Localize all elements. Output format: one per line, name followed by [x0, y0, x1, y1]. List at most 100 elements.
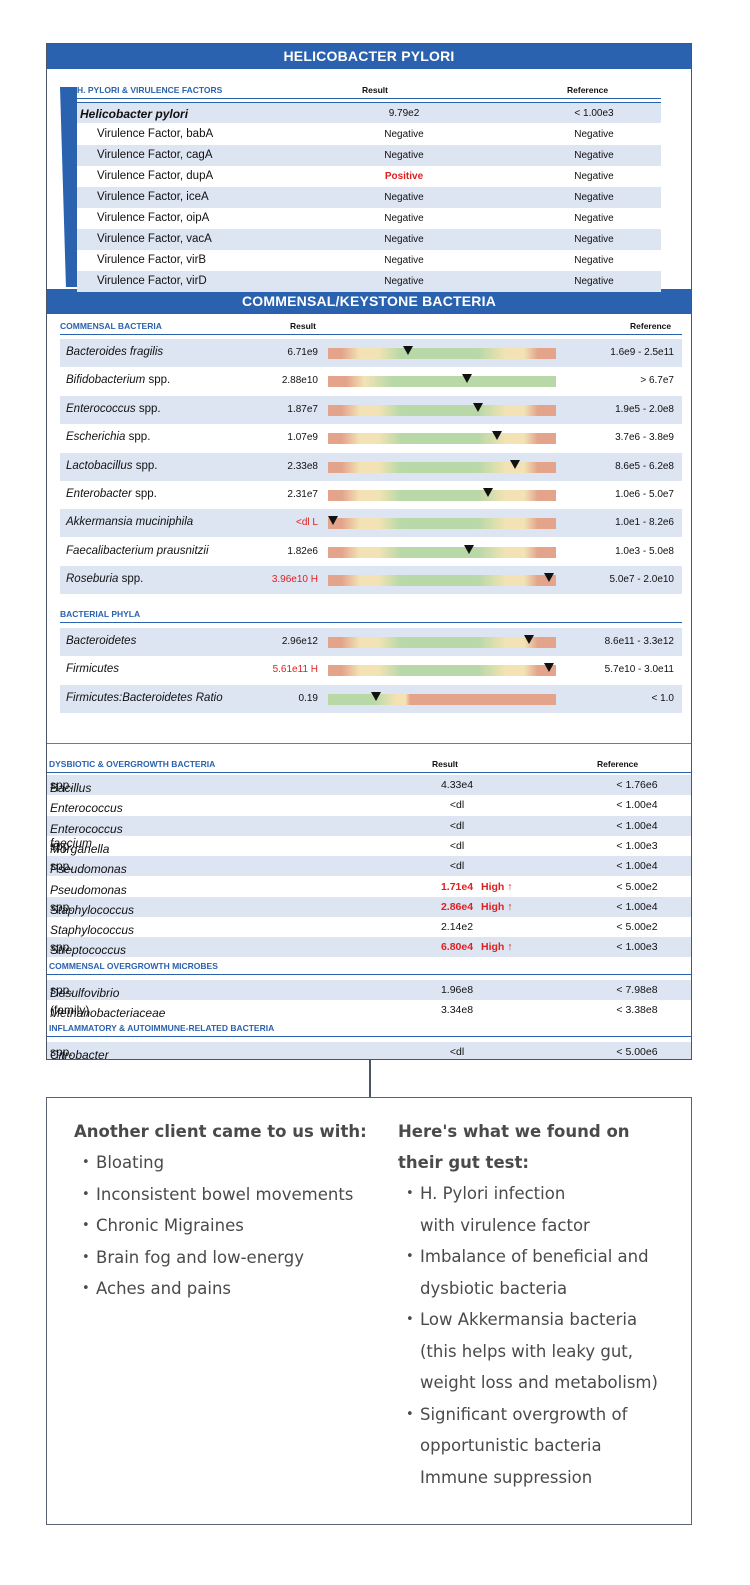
- bacteria-suffix: spp.: [135, 488, 157, 500]
- range-gauge: [328, 691, 556, 705]
- bacteria-genus: Bacillus: [50, 781, 92, 795]
- hp-section-label: H. PYLORI & VIRULENCE FACTORS: [77, 85, 223, 95]
- finding-item: H. Pylori infection with virulence factor: [398, 1178, 688, 1241]
- symptom-item: Inconsistent bowel movements: [74, 1179, 374, 1211]
- bacteria-suffix: spp.: [50, 859, 73, 874]
- bacteria-suffix: (family): [50, 1003, 90, 1017]
- commensal-section: COMMENSAL BACTERIA Result Reference BACT…: [47, 314, 691, 744]
- gauge-marker: [523, 635, 534, 644]
- bacteria-genus: Enterococcus faecium: [50, 821, 123, 850]
- bacteria-name: Bacteroidetes: [66, 635, 136, 647]
- bacteria-reference: < 5.00e2: [616, 921, 658, 934]
- gauge-marker: [544, 663, 555, 673]
- bacteria-row: Staphylococcus spp. 2.86e4 High ↑ < 1.00e4: [47, 896, 691, 917]
- bacteria-row: Pseudomonas spp. <dl < 1.00e4: [47, 856, 691, 877]
- bacteria-name: Citrobacter spp.: [50, 1045, 109, 1060]
- bacteria-result: <dl: [449, 860, 465, 873]
- symptoms-heading: Another client came to us with:: [74, 1122, 367, 1141]
- bacteria-row: Bifidobacterium spp. 2.88e10 > 6.7e7: [60, 367, 682, 395]
- bacteria-name: Faecalibacterium prausnitzii: [66, 545, 209, 557]
- hp-organism-result: 9.79e2: [388, 108, 420, 119]
- bacteria-result: 0.19: [298, 692, 318, 704]
- virulence-factor-name: Virulence Factor, vacA: [97, 233, 212, 245]
- virulence-factor-result: Positive: [384, 171, 424, 182]
- commensal-section-label: COMMENSAL BACTERIA: [60, 321, 162, 331]
- bacteria-reference: < 5.00e2: [616, 880, 658, 893]
- inflammatory-table-header-label: INFLAMMATORY & AUTOIMMUNE-RELATED BACTER…: [49, 1023, 275, 1034]
- finding-line: dysbiotic bacteria: [420, 1278, 568, 1298]
- virulence-factor-row: Virulence Factor, babA Negative Negative: [77, 124, 661, 145]
- virulence-factor-row: Virulence Factor, virB Negative Negative: [77, 250, 661, 271]
- gauge-marker: [327, 516, 338, 526]
- finding-line: Significant overgrowth of: [420, 1404, 628, 1424]
- bacteria-row: Faecalibacterium prausnitzii 1.82e6 1.0e3 …: [60, 538, 682, 566]
- bacteria-row: Escherichia spp. 1.07e9 3.7e6 - 3.8e9: [60, 424, 682, 452]
- symptoms-list: BloatingInconsistent bowel movementsChro…: [74, 1147, 374, 1305]
- bacteria-result: 3.96e10 H: [271, 574, 318, 586]
- bacteria-reference: < 1.76e6: [616, 779, 658, 791]
- virulence-factor-row: Virulence Factor, oipA Negative Negative: [77, 208, 661, 229]
- bacteria-reference: < 5.00e6: [616, 1046, 658, 1059]
- virulence-factor-result: Negative: [384, 234, 424, 245]
- finding-item: Low Akkermansia bacteria (this helps with…: [398, 1304, 688, 1399]
- finding-line: H. Pylori infection: [420, 1184, 566, 1203]
- bacteria-name: Bacteroides fragilis: [66, 346, 163, 358]
- virulence-factor-name: Virulence Factor, iceA: [97, 191, 209, 203]
- bacteria-name: Desulfovibrio spp.: [50, 983, 119, 1000]
- range-gauge: [328, 402, 556, 416]
- bacteria-name: Enterococcus spp.: [66, 403, 161, 415]
- bacteria-reference: < 1.00e4: [616, 819, 658, 832]
- commensal-result-header: Result: [290, 321, 316, 331]
- finding-line: with virulence factor: [420, 1215, 590, 1235]
- bacteria-name: Lactobacillus spp.: [66, 460, 157, 472]
- dysbiotic-table-header-label: DYSBIOTIC & OVERGROWTH BACTERIA: [49, 759, 216, 769]
- bacteria-reference: 5.0e7 - 2.0e10: [609, 574, 675, 586]
- virulence-factor-result: Negative: [384, 129, 424, 140]
- gauge-marker: [370, 691, 381, 701]
- bacteria-row: Staphylococcus aureus2.14e2< 5.00e2: [47, 917, 691, 951]
- bacteria-suffix: spp.: [50, 1045, 73, 1060]
- bacteria-name: Morganella spp.: [50, 838, 109, 856]
- bacteria-genus: Citrobacter: [50, 1048, 109, 1060]
- gauge-marker: [464, 544, 475, 554]
- finding-item: Significant overgrowth of opportunistic b…: [398, 1399, 688, 1494]
- bacteria-reference: < 1.00e4: [616, 900, 658, 913]
- bacteria-genus: Bacteroides fragilis: [66, 346, 164, 358]
- gauge-marker: [491, 431, 502, 441]
- symptoms-column: Another client came to us with: Bloating…: [74, 1116, 374, 1305]
- bacteria-genus: Firmicutes: [66, 663, 120, 676]
- bacteria-suffix: spp.: [50, 838, 73, 853]
- bacteria-name: Staphylococcus spp.: [50, 900, 134, 917]
- bacteria-row: Firmicutes 5.61e11 H 5.7e10 - 3.0e11: [60, 656, 682, 684]
- hp-organism-reference: < 1.00e3: [574, 108, 614, 119]
- bacteria-row: Desulfovibrio spp. 1.96e8 < 7.98e8: [47, 979, 691, 1000]
- bacteria-result: <dl: [449, 1046, 465, 1059]
- finding-line: Imbalance of beneficial and: [420, 1247, 649, 1266]
- high-flag: High ↑: [481, 900, 513, 913]
- bacteria-result: <dl: [449, 799, 465, 812]
- bacteria-reference: < 1.00e3: [616, 941, 658, 954]
- bacteria-reference: 3.7e6 - 3.8e9: [615, 432, 674, 444]
- bacteria-result: <dl: [449, 839, 465, 852]
- finding-line: opportunistic bacteria: [420, 1436, 602, 1455]
- range-gauge: [328, 459, 556, 473]
- virulence-factor-reference: Negative: [574, 276, 614, 287]
- bacteria-result: 1.87e7: [287, 403, 318, 415]
- findings-heading-line-2: their gut test:: [398, 1153, 529, 1172]
- dysbiotic-reference-header: Reference: [597, 759, 639, 769]
- bacteria-reference: > 6.7e7: [640, 375, 674, 387]
- bacteria-name: Enterobacter spp.: [66, 488, 157, 500]
- range-gauge: [328, 635, 556, 648]
- hp-table-header: H. PYLORI & VIRULENCE FACTORS Result Ref…: [77, 85, 661, 99]
- gauge-marker: [462, 374, 473, 384]
- virulence-factor-reference: Negative: [574, 255, 614, 266]
- finding-line: Immune suppression: [420, 1467, 593, 1487]
- finding-item: Imbalance of beneficial and dysbiotic bac…: [398, 1241, 688, 1304]
- commensal-banner: COMMENSAL/KEYSTONE BACTERIA: [47, 289, 691, 314]
- virulence-factor-reference: Negative: [574, 234, 614, 245]
- bacteria-genus: Streptococcus: [50, 943, 127, 958]
- dysbiotic-result-header: Result: [432, 759, 458, 769]
- bacteria-row: Firmicutes:Bacteroidetes Ratio 0.19 < 1.0: [60, 684, 682, 713]
- virulence-factor-result: Negative: [384, 213, 424, 224]
- virulence-factor-row: Virulence Factor, cagA Negative Negative: [77, 145, 661, 166]
